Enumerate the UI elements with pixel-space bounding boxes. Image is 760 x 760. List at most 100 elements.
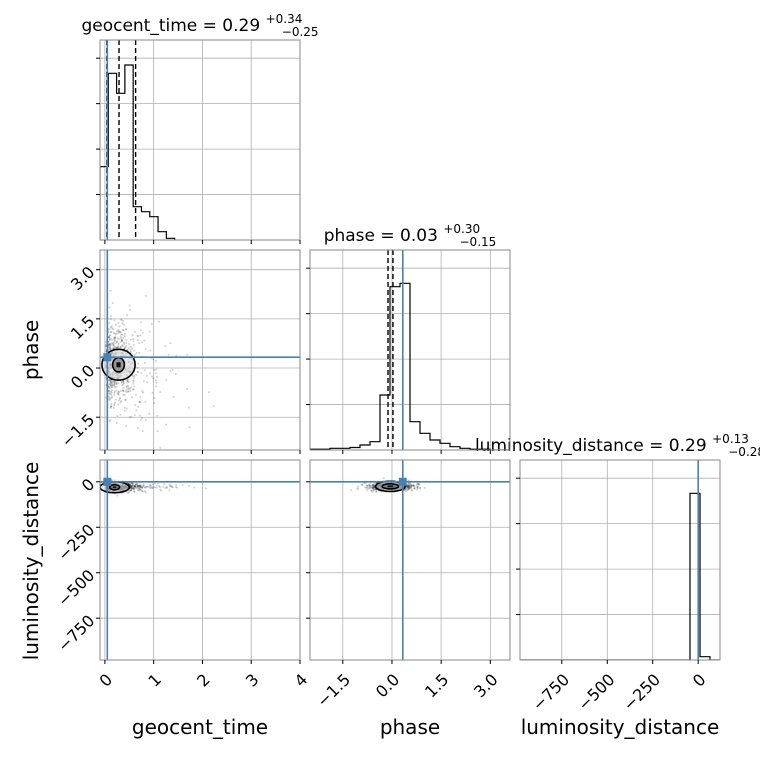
scatter-point-2_1 (410, 489, 413, 492)
scatter-point-1_0 (117, 331, 120, 334)
scatter-point-2_0 (136, 482, 139, 485)
scatter-point-1_0 (109, 289, 112, 292)
scatter-point-1_0 (122, 380, 125, 383)
scatter-point-2_1 (365, 484, 368, 487)
scatter-point-1_0 (120, 345, 123, 348)
scatter-point-2_0 (131, 485, 134, 488)
scatter-point-2_0 (136, 489, 139, 492)
scatter-point-1_0 (109, 315, 112, 318)
scatter-point-2_0 (138, 484, 141, 487)
scatter-point-1_0 (138, 351, 141, 354)
scatter-point-1_0 (123, 332, 126, 335)
scatter-point-2_1 (413, 487, 416, 490)
scatter-point-1_0 (136, 371, 139, 374)
scatter-point-2_1 (412, 485, 415, 488)
scatter-point-1_0 (187, 406, 190, 409)
scatter-point-1_0 (108, 387, 111, 390)
scatter-point-1_0 (112, 347, 115, 350)
scatter-point-1_0 (111, 389, 114, 392)
scatter-point-1_0 (137, 362, 140, 365)
scatter-point-2_0 (144, 486, 147, 489)
scatter-point-1_0 (113, 402, 116, 405)
scatter-point-1_0 (130, 416, 133, 419)
scatter-point-1_0 (109, 345, 112, 348)
scatter-point-2_0 (131, 482, 134, 485)
scatter-point-2_1 (407, 482, 410, 485)
scatter-point-1_0 (121, 383, 124, 386)
scatter-point-1_0 (139, 401, 142, 404)
scatter-point-1_0 (151, 358, 154, 361)
scatter-point-2_1 (415, 486, 418, 489)
scatter-point-1_0 (128, 304, 131, 307)
scatter-point-2_0 (139, 486, 142, 489)
scatter-point-1_0 (165, 423, 168, 426)
scatter-point-1_0 (114, 398, 117, 401)
scatter-point-2_0 (139, 485, 142, 488)
scatter-point-1_0 (124, 346, 127, 349)
scatter-point-2_0 (129, 483, 132, 486)
scatter-point-1_0 (141, 341, 144, 344)
scatter-point-1_0 (117, 345, 120, 348)
scatter-point-1_0 (145, 375, 148, 378)
scatter-point-1_0 (119, 335, 122, 338)
scatter-point-2_1 (416, 483, 419, 486)
scatter-point-2_1 (406, 486, 409, 489)
scatter-point-2_1 (415, 483, 418, 486)
scatter-point-1_0 (120, 319, 123, 322)
scatter-point-1_0 (110, 385, 113, 388)
scatter-point-2_0 (128, 490, 131, 493)
scatter-point-1_0 (167, 353, 170, 356)
scatter-point-1_0 (122, 393, 125, 396)
scatter-point-1_0 (119, 401, 122, 404)
scatter-point-1_0 (109, 380, 112, 383)
scatter-point-2_0 (150, 487, 153, 490)
scatter-point-1_0 (118, 398, 121, 401)
scatter-point-1_0 (111, 386, 114, 389)
scatter-point-2_1 (418, 487, 421, 490)
scatter-point-2_0 (142, 483, 145, 486)
scatter-point-2_1 (419, 486, 422, 489)
scatter-point-2_0 (137, 485, 140, 488)
scatter-point-1_0 (122, 336, 125, 339)
scatter-point-2_0 (136, 485, 139, 488)
scatter-point-1_0 (125, 391, 128, 394)
scatter-point-1_0 (109, 405, 112, 408)
scatter-point-1_0 (123, 394, 126, 397)
scatter-point-1_0 (136, 339, 139, 342)
panel-2-2-content (520, 460, 720, 660)
scatter-point-2_1 (356, 487, 359, 490)
scatter-point-2_1 (407, 485, 410, 488)
panel-1-1-content (310, 250, 510, 450)
scatter-point-1_0 (112, 328, 115, 331)
scatter-point-1_0 (121, 328, 124, 331)
density-peak-1_0 (116, 362, 121, 368)
scatter-point-1_0 (107, 335, 110, 338)
scatter-point-2_0 (174, 486, 177, 489)
scatter-point-2_1 (371, 483, 374, 486)
scatter-point-2_1 (407, 487, 410, 490)
panel-2-0-frame (99, 459, 301, 661)
scatter-point-2_0 (149, 483, 152, 486)
scatter-point-2_0 (133, 485, 136, 488)
ylabel-luminosity-distance: luminosity_distance (19, 462, 43, 661)
scatter-point-1_0 (117, 390, 120, 393)
scatter-point-1_0 (109, 331, 112, 334)
scatter-point-1_0 (155, 385, 158, 388)
scatter-point-1_0 (116, 337, 119, 340)
panel-2-1-frame (309, 459, 511, 661)
scatter-point-2_1 (357, 485, 360, 488)
scatter-point-2_1 (413, 487, 416, 490)
scatter-point-2_0 (131, 487, 134, 490)
scatter-point-1_0 (110, 325, 113, 328)
scatter-point-2_0 (130, 486, 133, 489)
scatter-point-2_0 (128, 489, 131, 492)
scatter-point-2_0 (158, 485, 161, 488)
scatter-point-2_0 (131, 484, 134, 487)
scatter-point-2_0 (137, 486, 140, 489)
scatter-point-2_1 (406, 487, 409, 490)
scatter-point-2_0 (135, 483, 138, 486)
truth-marker-1_0 (103, 353, 112, 362)
scatter-point-1_0 (136, 370, 139, 373)
scatter-point-2_0 (116, 494, 119, 497)
scatter-point-1_0 (110, 381, 113, 384)
